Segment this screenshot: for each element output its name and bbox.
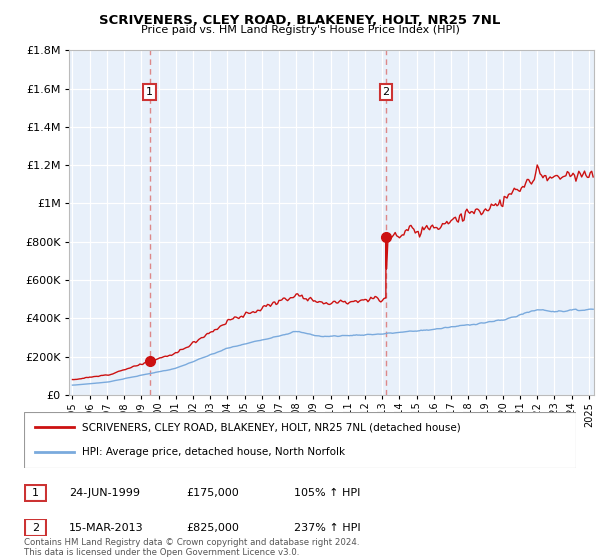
- Text: £175,000: £175,000: [186, 488, 239, 498]
- Text: 2: 2: [382, 87, 389, 97]
- Text: 24-JUN-1999: 24-JUN-1999: [69, 488, 140, 498]
- Text: 2: 2: [32, 522, 39, 533]
- Text: HPI: Average price, detached house, North Norfolk: HPI: Average price, detached house, Nort…: [82, 447, 345, 457]
- Text: 15-MAR-2013: 15-MAR-2013: [69, 522, 143, 533]
- Text: SCRIVENERS, CLEY ROAD, BLAKENEY, HOLT, NR25 7NL (detached house): SCRIVENERS, CLEY ROAD, BLAKENEY, HOLT, N…: [82, 422, 461, 432]
- Text: £825,000: £825,000: [186, 522, 239, 533]
- Text: Contains HM Land Registry data © Crown copyright and database right 2024.
This d: Contains HM Land Registry data © Crown c…: [24, 538, 359, 557]
- Text: 1: 1: [146, 87, 153, 97]
- Text: 105% ↑ HPI: 105% ↑ HPI: [294, 488, 361, 498]
- Text: 237% ↑ HPI: 237% ↑ HPI: [294, 522, 361, 533]
- Text: 1: 1: [32, 488, 39, 498]
- Text: Price paid vs. HM Land Registry's House Price Index (HPI): Price paid vs. HM Land Registry's House …: [140, 25, 460, 35]
- Text: SCRIVENERS, CLEY ROAD, BLAKENEY, HOLT, NR25 7NL: SCRIVENERS, CLEY ROAD, BLAKENEY, HOLT, N…: [100, 14, 500, 27]
